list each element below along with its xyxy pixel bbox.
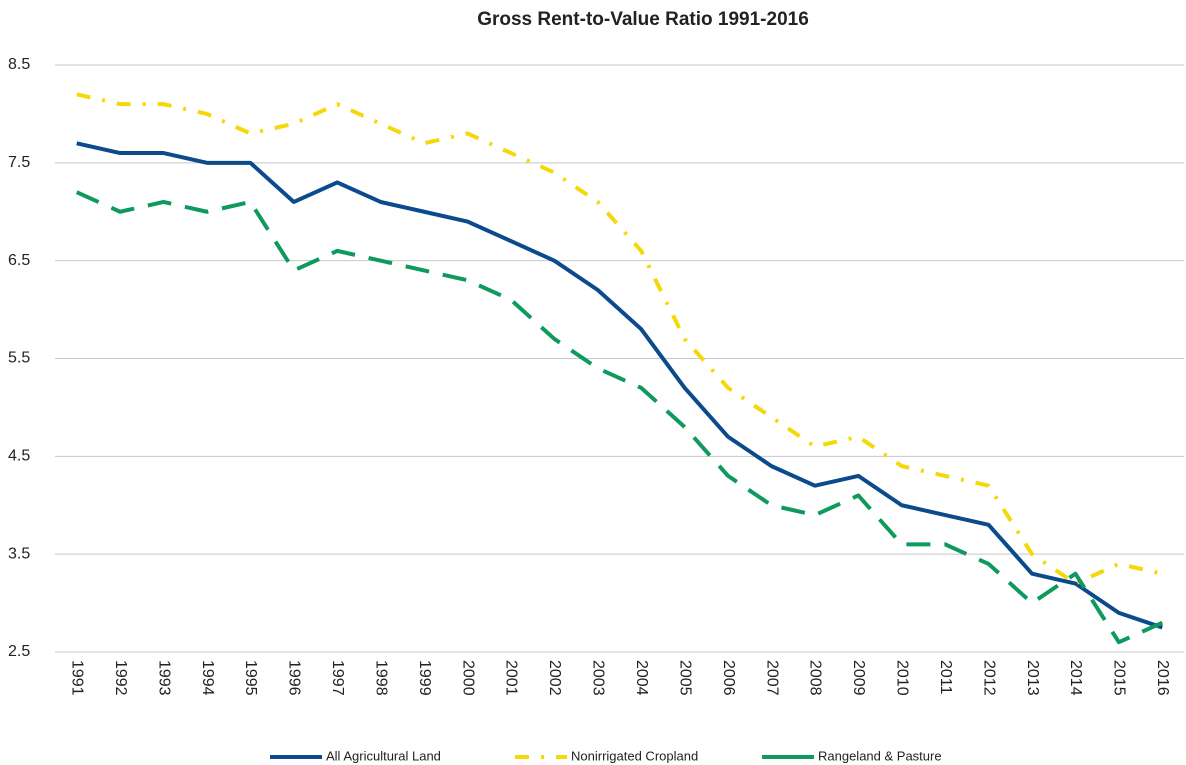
x-tick-label: 2004	[633, 660, 650, 696]
x-tick-label: 2006	[720, 660, 737, 696]
x-tick-label: 2012	[980, 660, 997, 696]
legend-label: Rangeland & Pasture	[818, 748, 942, 763]
y-tick-label: 4.5	[8, 448, 30, 465]
y-tick-label: 8.5	[8, 56, 30, 73]
x-tick-label: 2016	[1154, 660, 1171, 696]
x-tick-label: 2009	[850, 660, 867, 696]
legend-label: Nonirrigated Cropland	[571, 748, 698, 763]
series-line	[76, 92, 1163, 586]
x-tick-label: 1994	[199, 660, 216, 696]
x-tick-label: 1991	[68, 660, 85, 696]
x-tick-label: 2000	[459, 660, 476, 696]
x-tick-label: 2008	[807, 660, 824, 696]
x-tick-label: 2010	[894, 660, 911, 696]
y-tick-label: 3.5	[8, 545, 30, 562]
x-tick-label: 1995	[242, 660, 259, 696]
x-tick-label: 1992	[112, 660, 129, 696]
x-tick-label: 2015	[1111, 660, 1128, 696]
chart-title: Gross Rent-to-Value Ratio 1991-2016	[477, 9, 809, 30]
x-tick-label: 1996	[286, 660, 303, 696]
x-tick-label: 2001	[503, 660, 520, 696]
x-tick-label: 2002	[546, 660, 563, 696]
legend-label: All Agricultural Land	[326, 748, 441, 763]
x-tick-label: 2014	[1067, 660, 1084, 696]
x-tick-label: 2011	[937, 660, 954, 695]
x-tick-label: 1998	[372, 660, 389, 696]
y-tick-label: 7.5	[8, 154, 30, 171]
x-tick-label: 2013	[1024, 660, 1041, 696]
x-tick-label: 1997	[329, 660, 346, 696]
y-tick-label: 2.5	[8, 643, 30, 660]
x-tick-label: 2007	[763, 660, 780, 696]
y-tick-label: 5.5	[8, 350, 30, 367]
x-tick-label: 2003	[590, 660, 607, 696]
x-tick-label: 1999	[416, 660, 433, 696]
x-tick-label: 2005	[676, 660, 693, 696]
series-line	[76, 141, 1163, 630]
x-tick-label: 1993	[155, 660, 172, 696]
y-tick-label: 6.5	[8, 252, 30, 269]
series-line	[75, 190, 1164, 645]
